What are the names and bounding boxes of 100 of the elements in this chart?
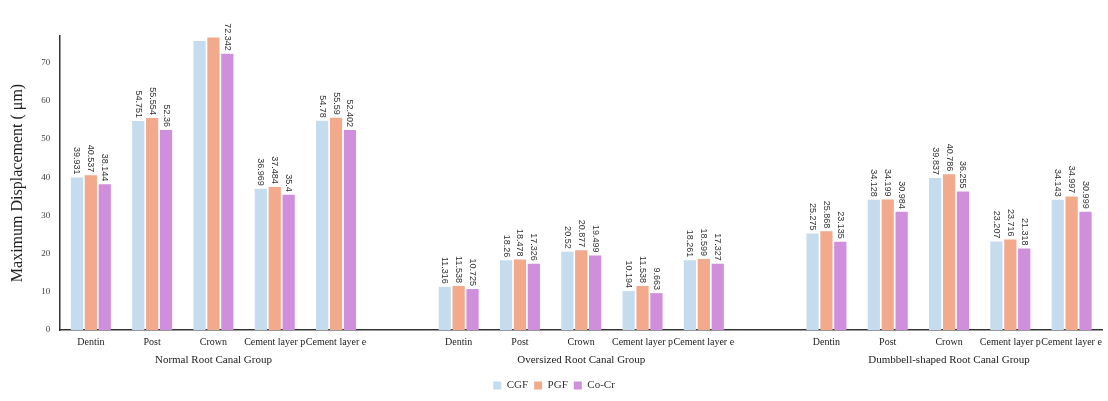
bar bbox=[132, 120, 145, 330]
bar bbox=[527, 263, 540, 330]
x-tick-label: Crown bbox=[567, 335, 595, 347]
bar bbox=[343, 129, 357, 330]
data-label: 39.931 bbox=[72, 147, 83, 175]
data-label: 10.725 bbox=[468, 258, 479, 287]
data-label: 34.997 bbox=[1067, 165, 1078, 194]
data-label: 40.537 bbox=[86, 144, 97, 173]
data-label: 30.984 bbox=[897, 181, 908, 209]
y-tick-label: 50 bbox=[41, 133, 51, 144]
bar bbox=[513, 259, 527, 330]
y-tick-label: 30 bbox=[41, 209, 51, 220]
bar bbox=[452, 285, 465, 330]
data-label: 18.478 bbox=[515, 228, 526, 257]
data-label: 39.837 bbox=[930, 147, 941, 175]
bar bbox=[98, 184, 111, 330]
bar bbox=[589, 255, 602, 330]
bar bbox=[867, 199, 880, 330]
y-tick-label: 70 bbox=[41, 57, 51, 68]
bar bbox=[146, 117, 159, 330]
x-tick-label: Dentin bbox=[445, 335, 473, 347]
x-tick-label: Cement layer p bbox=[979, 335, 1041, 347]
bar bbox=[329, 117, 343, 330]
bar bbox=[159, 130, 173, 330]
legend-label: Co-Cr bbox=[587, 378, 616, 391]
data-label: 35.4 bbox=[284, 174, 295, 192]
x-tick-label: Dentin bbox=[812, 335, 841, 347]
x-tick-label: Post bbox=[143, 335, 161, 347]
bar bbox=[1079, 211, 1092, 330]
data-label: 18.26 bbox=[501, 234, 512, 258]
bar bbox=[207, 37, 220, 330]
bar bbox=[683, 260, 697, 330]
data-label: 55.554 bbox=[147, 87, 158, 115]
text: Oversized Root Canal Group bbox=[517, 353, 646, 366]
data-label: 34.128 bbox=[869, 169, 880, 197]
data-label: 34.199 bbox=[883, 168, 894, 197]
data-label: 38.144 bbox=[100, 153, 111, 182]
data-label: 20.877 bbox=[576, 219, 587, 248]
bar bbox=[70, 177, 84, 330]
bar bbox=[438, 286, 451, 330]
y-axis-title: Maximum Displacement ( μm) bbox=[7, 83, 26, 283]
text: Normal Root Canal Group bbox=[154, 353, 273, 366]
bar bbox=[622, 291, 635, 330]
y-tick-label: 60 bbox=[41, 95, 51, 106]
x-tick-label: Cement layer p bbox=[244, 335, 306, 347]
bar bbox=[466, 289, 479, 330]
data-label: 17.326 bbox=[529, 233, 540, 261]
x-tick-label: Cement layer p bbox=[611, 335, 674, 347]
data-label: 11.316 bbox=[440, 256, 451, 284]
bar bbox=[881, 199, 894, 330]
x-tick-label: Crown bbox=[199, 335, 228, 347]
y-tick-label: 40 bbox=[41, 171, 51, 182]
bar bbox=[834, 241, 847, 330]
data-label: 11.538 bbox=[454, 256, 465, 283]
y-tick-label: 0 bbox=[45, 324, 51, 335]
x-tick-label: Cement layer e bbox=[305, 335, 367, 347]
bar bbox=[1004, 239, 1017, 330]
data-label: 36.255 bbox=[958, 161, 969, 189]
data-label: 23.207 bbox=[991, 210, 1002, 239]
text: Dumbbell-shaped Root Canal Group bbox=[868, 353, 1031, 366]
bar bbox=[282, 194, 295, 330]
data-label: 18.599 bbox=[699, 228, 710, 256]
x-tick-label: Post bbox=[511, 335, 529, 347]
data-label: 30.999 bbox=[1081, 181, 1092, 209]
bar bbox=[193, 40, 206, 330]
data-label: 11.538 bbox=[638, 256, 649, 283]
legend-label: PGF bbox=[547, 378, 568, 391]
x-tick-label: Crown bbox=[935, 335, 963, 347]
y-tick-label: 10 bbox=[41, 286, 51, 297]
data-label: 52.36 bbox=[161, 104, 172, 128]
data-label: 18.261 bbox=[685, 229, 696, 258]
data-label: 40.786 bbox=[944, 143, 955, 172]
bar bbox=[561, 251, 574, 330]
bar bbox=[942, 174, 956, 330]
bar bbox=[820, 231, 833, 330]
data-label: 19.499 bbox=[590, 225, 601, 253]
data-label: 37.484 bbox=[270, 156, 281, 184]
bar bbox=[1065, 196, 1078, 330]
data-label: 21.318 bbox=[1019, 218, 1030, 246]
bar bbox=[316, 120, 329, 330]
bar bbox=[221, 53, 234, 330]
data-label: 25.275 bbox=[808, 202, 819, 231]
bar bbox=[697, 258, 710, 330]
data-label: 17.327 bbox=[713, 233, 724, 261]
data-label: 55.59 bbox=[331, 92, 342, 115]
bar bbox=[711, 263, 724, 330]
bar bbox=[575, 250, 588, 330]
bar bbox=[1051, 199, 1064, 330]
data-label: 25.868 bbox=[821, 200, 832, 229]
bar bbox=[499, 260, 513, 330]
data-label: 23.135 bbox=[835, 211, 846, 239]
bar bbox=[895, 211, 908, 330]
bar bbox=[956, 191, 970, 330]
x-tick-label: Dentin bbox=[77, 335, 105, 347]
x-tick-label: Cement layer e bbox=[1041, 335, 1103, 347]
x-tick-label: Cement layer e bbox=[673, 335, 735, 347]
data-label: 9.663 bbox=[651, 267, 662, 291]
bar bbox=[84, 175, 97, 330]
bar bbox=[929, 177, 942, 330]
data-label: 54.751 bbox=[133, 90, 144, 118]
